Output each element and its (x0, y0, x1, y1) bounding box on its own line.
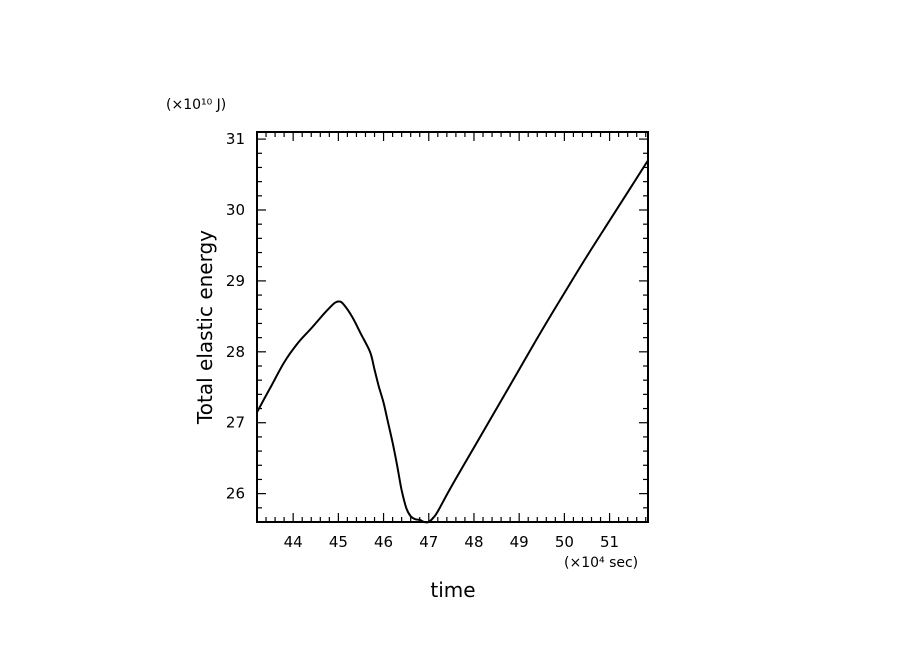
y-axis-title: Total elastic energy (193, 230, 217, 425)
x-tick-label: 44 (284, 533, 303, 551)
x-axis-title: time (430, 578, 475, 602)
y-ticks-group: 26 27 28 29 30 31 (226, 130, 648, 523)
y-tick-label: 26 (226, 485, 245, 503)
x-tick-label: 47 (419, 533, 438, 551)
y-tick-label: 29 (226, 272, 245, 290)
y-tick-label: 28 (226, 343, 245, 361)
x-tick-label: 51 (600, 533, 619, 551)
y-tick-label: 31 (226, 130, 245, 148)
x-unit-label: (×10⁴ sec) (564, 555, 638, 571)
y-tick-label: 30 (226, 201, 245, 219)
energy-series-line (256, 159, 649, 524)
y-tick-label: 27 (226, 414, 245, 432)
x-tick-label: 48 (464, 533, 483, 551)
plot-frame (256, 131, 649, 523)
x-tick-label: 49 (510, 533, 529, 551)
x-tick-label: 45 (329, 533, 348, 551)
x-tick-label: 46 (374, 533, 393, 551)
y-unit-label: (×10¹⁰ J) (166, 97, 226, 113)
x-tick-label: 50 (555, 533, 574, 551)
